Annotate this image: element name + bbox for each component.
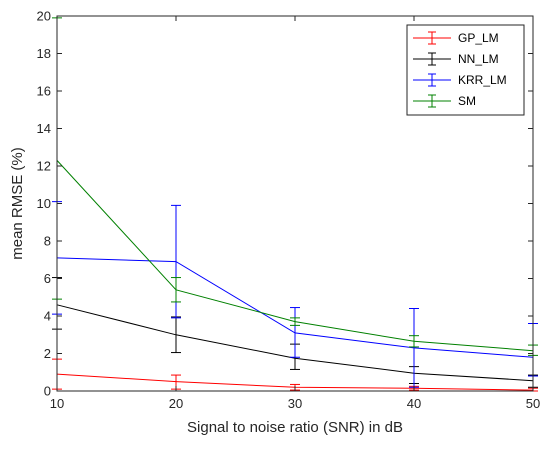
y-tick-label: 20 <box>37 9 51 24</box>
y-tick-label: 2 <box>44 346 51 361</box>
legend-box <box>406 24 525 116</box>
y-tick-label: 6 <box>44 271 51 286</box>
y-tick-label: 12 <box>37 159 51 174</box>
x-tick-label: 50 <box>526 396 540 411</box>
error-bar-krr-lm <box>290 307 300 358</box>
y-tick-label: 0 <box>44 384 51 399</box>
y-tick-label: 8 <box>44 234 51 249</box>
y-tick-label: 16 <box>37 84 51 99</box>
x-tick-label: 20 <box>169 396 183 411</box>
ticks-layer: 10 20 30 40 50 0 2 4 6 8 10 12 14 16 18 20 <box>37 9 541 412</box>
legend-entry-gp-lm: GP_LM <box>413 31 499 45</box>
y-tick-label: 18 <box>37 46 51 61</box>
legend: GP_LM NN_LM KRR_LM SM <box>406 24 525 116</box>
legend-entry-sm: SM <box>413 94 476 108</box>
x-tick-label: 40 <box>407 396 421 411</box>
legend-label: GP_LM <box>458 31 499 45</box>
legend-label: SM <box>458 94 476 108</box>
x-axis-label: Signal to noise ratio (SNR) in dB <box>187 419 403 436</box>
legend-label: NN_LM <box>458 52 499 66</box>
y-tick-label: 10 <box>37 196 51 211</box>
legend-entry-krr-lm: KRR_LM <box>413 73 507 87</box>
y-tick-label: 4 <box>44 309 51 324</box>
legend-entry-nn-lm: NN_LM <box>413 52 499 66</box>
x-tick-label: 10 <box>50 396 64 411</box>
legend-label: KRR_LM <box>458 73 507 87</box>
x-tick-label: 30 <box>288 396 302 411</box>
y-axis-label: mean RMSE (%) <box>9 147 26 260</box>
y-tick-label: 14 <box>37 121 51 136</box>
